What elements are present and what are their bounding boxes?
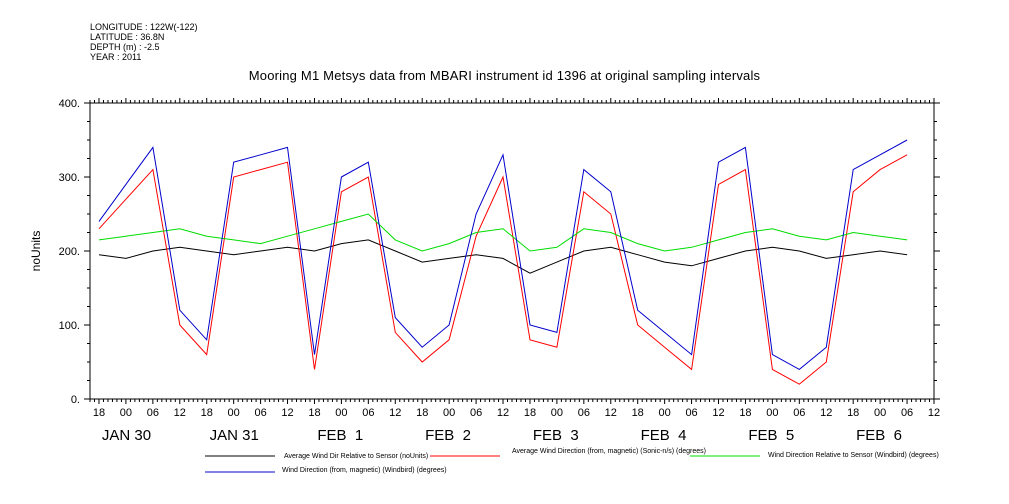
x-hour-label: 00 — [443, 407, 455, 419]
x-hour-label: 00 — [228, 407, 240, 419]
x-hour-label: 18 — [847, 407, 859, 419]
meta-latitude: LATITUDE : 36.8N — [90, 32, 165, 42]
x-day-label: JAN 31 — [210, 427, 259, 444]
x-hour-label: 12 — [497, 407, 509, 419]
y-tick-label: 400. — [59, 98, 80, 110]
series-blue-line — [98, 139, 908, 371]
x-hour-label: 12 — [281, 407, 293, 419]
meta-depth: DEPTH (m) : -2.5 — [90, 42, 160, 52]
x-hour-label: 18 — [739, 407, 751, 419]
legend-label: Wind Direction (from, magnetic) (Windbir… — [282, 467, 447, 474]
x-hour-label: 06 — [578, 407, 590, 419]
series-red-line — [98, 154, 908, 385]
x-hour-label: 18 — [308, 407, 320, 419]
axis-layer: 0. 100. 200. 300. 400. 18 00 06 12 18 00 06 12 18 00 06… — [59, 98, 940, 444]
x-hour-label: 06 — [362, 407, 374, 419]
x-hour-label: 12 — [605, 407, 617, 419]
meta-longitude: LONGITUDE : 122W(-122) — [90, 22, 198, 32]
x-hour-label: 12 — [712, 407, 724, 419]
x-hour-label: 06 — [254, 407, 266, 419]
x-hour-label: 12 — [174, 407, 186, 419]
x-hour-label: 18 — [524, 407, 536, 419]
x-hour-label: 06 — [685, 407, 697, 419]
plot-frame — [89, 102, 935, 400]
metadata-block: LONGITUDE : 122W(-122) LATITUDE : 36.8N … — [90, 22, 198, 62]
x-hour-label: 00 — [335, 407, 347, 419]
x-hour-label: 00 — [551, 407, 563, 419]
x-day-label: FEB 3 — [533, 427, 579, 444]
x-hour-label: 00 — [874, 407, 886, 419]
series-green-line — [98, 213, 908, 252]
x-hour-label: 18 — [416, 407, 428, 419]
x-hour-label: 00 — [120, 407, 132, 419]
meta-year: YEAR : 2011 — [90, 52, 142, 62]
x-hour-label: 18 — [201, 407, 213, 419]
x-day-label: FEB 4 — [641, 427, 687, 444]
x-day-label: FEB 1 — [317, 427, 363, 444]
y-tick-label: 0. — [71, 394, 80, 406]
x-hour-label: 00 — [659, 407, 671, 419]
x-hour-label: 06 — [793, 407, 805, 419]
x-hour-label: 06 — [147, 407, 159, 419]
y-tick-label: 200. — [59, 246, 80, 258]
x-hour-label: 00 — [766, 407, 778, 419]
x-day-label: JAN 30 — [102, 427, 151, 444]
x-hour-label: 12 — [820, 407, 832, 419]
series-layer — [98, 139, 908, 385]
x-hour-label: 12 — [928, 407, 940, 419]
series-black-line — [98, 239, 908, 274]
x-hour-label: 18 — [632, 407, 644, 419]
legend-label: Wind Direction Relative to Sensor (Windb… — [768, 452, 939, 459]
legend-label: Average Wind Dir Relative to Sensor (noU… — [284, 453, 428, 460]
x-day-label: FEB 2 — [425, 427, 471, 444]
x-hour-label: 18 — [93, 407, 105, 419]
chart-title: Mooring M1 Metsys data from MBARI instru… — [248, 68, 761, 83]
x-day-label: FEB 6 — [856, 427, 902, 444]
x-hour-label: 06 — [901, 407, 913, 419]
legend: Average Wind Dir Relative to Sensor (noU… — [205, 448, 939, 474]
legend-label: Average Wind Direction (from, magnetic) … — [512, 448, 706, 455]
y-tick-label: 300. — [59, 172, 80, 184]
y-tick-label: 100. — [59, 320, 80, 332]
x-day-label: FEB 5 — [748, 427, 794, 444]
x-hour-label: 06 — [470, 407, 482, 419]
y-axis-label: noUnits — [29, 231, 43, 272]
x-hour-label: 12 — [389, 407, 401, 419]
